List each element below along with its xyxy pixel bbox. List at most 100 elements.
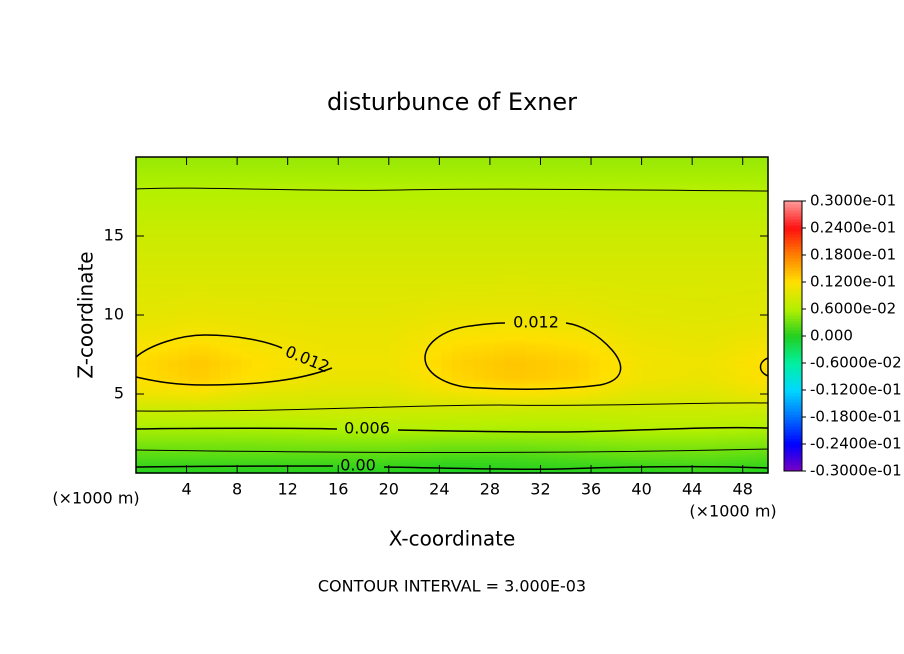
field-cell xyxy=(578,317,590,321)
field-cell xyxy=(599,293,611,298)
field-cell xyxy=(357,280,369,284)
field-cell xyxy=(736,454,748,458)
field-cell xyxy=(430,330,443,335)
field-cell xyxy=(694,278,706,282)
field-cell xyxy=(599,365,611,369)
field-cell xyxy=(136,349,148,353)
field-cell xyxy=(504,286,516,290)
field-cell xyxy=(515,436,527,440)
field-cell xyxy=(662,254,674,258)
field-cell xyxy=(430,422,443,427)
field-cell xyxy=(746,336,759,340)
field-cell xyxy=(704,354,716,358)
field-cell xyxy=(683,394,695,398)
field-cell xyxy=(473,357,485,361)
field-cell xyxy=(378,399,390,403)
field-cell xyxy=(378,328,390,332)
field-cell xyxy=(515,270,527,274)
field-cell xyxy=(525,283,537,287)
field-cell xyxy=(409,441,421,445)
field-cell xyxy=(662,399,674,403)
field-cell xyxy=(430,362,443,366)
field-cell xyxy=(336,280,348,284)
field-cell xyxy=(209,338,221,342)
field-cell xyxy=(136,388,148,392)
field-cell xyxy=(399,375,411,379)
field-cell xyxy=(483,325,495,329)
field-cell xyxy=(167,404,179,408)
field-cell xyxy=(483,449,495,453)
field-cell xyxy=(704,362,716,366)
field-cell xyxy=(136,257,148,261)
field-cell xyxy=(157,288,169,292)
field-cell xyxy=(725,409,737,414)
field-cell xyxy=(746,365,759,369)
field-cell xyxy=(304,346,316,350)
field-cell xyxy=(441,430,453,435)
field-cell xyxy=(336,404,348,408)
field-cell xyxy=(610,301,622,306)
field-cell xyxy=(283,296,295,300)
field-cell xyxy=(452,467,464,471)
field-cell xyxy=(409,420,421,424)
field-cell xyxy=(441,307,453,311)
field-cell xyxy=(452,470,464,474)
field-cell xyxy=(188,417,200,421)
field-cell xyxy=(483,357,495,361)
field-cell xyxy=(157,407,169,411)
field-cell xyxy=(525,343,537,348)
field-cell xyxy=(230,438,242,442)
field-cell xyxy=(757,333,769,337)
field-cell xyxy=(725,343,737,348)
field-cell xyxy=(346,325,358,329)
field-cell xyxy=(641,407,653,411)
field-cell xyxy=(715,404,727,408)
field-cell xyxy=(409,288,421,292)
field-cell xyxy=(673,441,685,445)
field-cell xyxy=(715,320,727,324)
field-cell xyxy=(409,322,421,327)
field-cell xyxy=(399,378,411,382)
field-cell xyxy=(230,346,242,350)
field-cell xyxy=(683,351,695,356)
field-cell xyxy=(304,270,316,274)
field-cell xyxy=(399,275,411,279)
field-cell xyxy=(610,257,622,261)
field-cell xyxy=(420,407,432,411)
field-cell xyxy=(399,396,411,400)
field-cell xyxy=(262,399,274,403)
field-cell xyxy=(483,441,495,445)
field-cell xyxy=(336,386,348,390)
field-cell xyxy=(725,420,737,424)
field-cell xyxy=(283,262,295,266)
field-cell xyxy=(315,391,327,395)
field-cell xyxy=(346,451,358,456)
field-cell xyxy=(346,320,358,324)
field-cell xyxy=(388,444,400,448)
field-cell xyxy=(452,357,464,361)
field-cell xyxy=(167,272,179,277)
field-cell xyxy=(420,394,432,398)
field-cell xyxy=(146,380,158,385)
field-cell xyxy=(452,394,464,398)
field-cell xyxy=(620,438,632,442)
field-cell xyxy=(146,449,158,453)
field-cell xyxy=(430,449,443,453)
field-cell xyxy=(188,407,200,411)
field-cell xyxy=(578,286,590,290)
field-cell xyxy=(241,446,253,450)
field-cell xyxy=(610,312,622,316)
field-cell xyxy=(409,296,421,300)
field-cell xyxy=(483,438,495,442)
field-cell xyxy=(599,370,611,374)
field-cell xyxy=(346,454,358,458)
field-cell xyxy=(167,333,179,337)
field-cell xyxy=(178,270,190,274)
field-cell xyxy=(483,396,495,400)
field-cell xyxy=(315,433,327,437)
field-cell xyxy=(715,280,727,284)
field-cell xyxy=(430,293,443,298)
field-cell xyxy=(725,367,737,371)
field-cell xyxy=(610,291,622,295)
field-cell xyxy=(272,438,285,442)
